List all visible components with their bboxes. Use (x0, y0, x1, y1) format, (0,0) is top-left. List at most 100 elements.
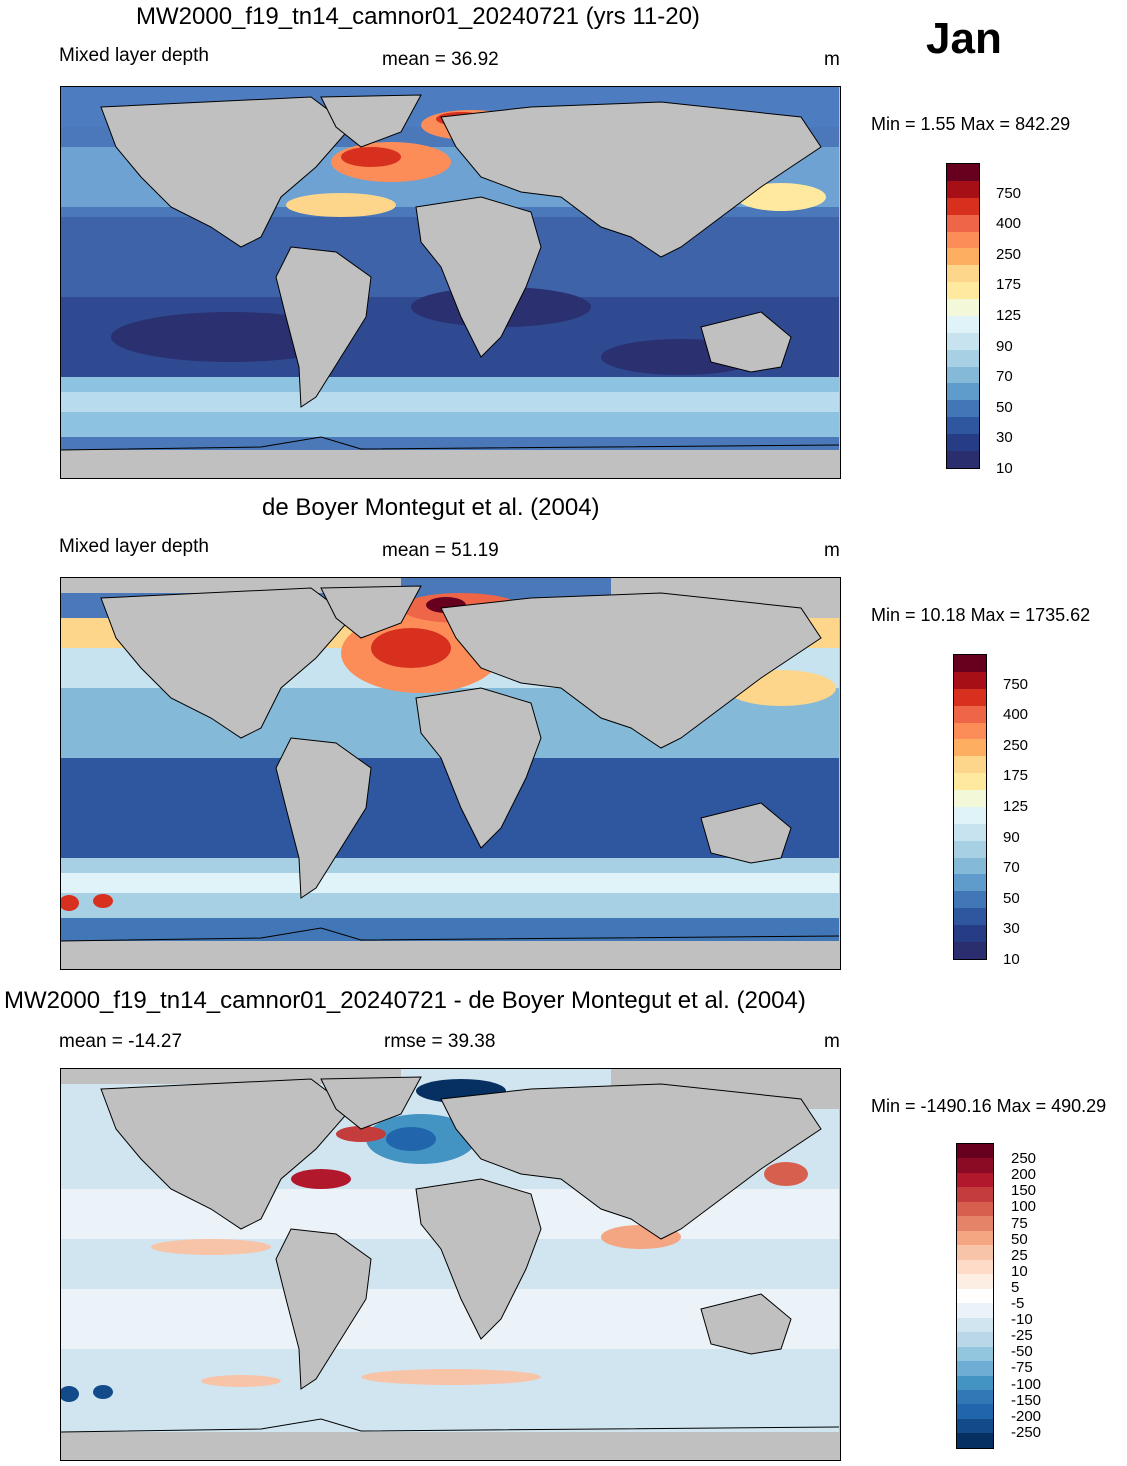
colorbar-swatch (954, 823, 986, 841)
colorbar-diff-swatches (957, 1144, 993, 1448)
colorbar-tick-label: 400 (1003, 706, 1029, 724)
colorbar-diff (956, 1143, 994, 1449)
colorbar-swatch (947, 400, 979, 418)
panel-minmax-obs: Min = 10.18 Max = 1735.62 (871, 605, 1091, 625)
colorbar-tick-label: 90 (996, 337, 1013, 355)
colorbar-tick-label: -200 (1011, 1407, 1042, 1425)
colorbar-swatch (954, 908, 986, 925)
colorbar-tick-label: 10 (1003, 951, 1020, 968)
colorbar-swatch (954, 722, 986, 740)
colorbar-swatch (957, 1375, 993, 1390)
panel-left-label-obs: Mixed layer depth (59, 536, 209, 557)
colorbar-obs-swatches (954, 655, 986, 959)
colorbar-swatch (947, 332, 979, 350)
colorbar-swatch (957, 1216, 993, 1231)
colorbar-swatch (947, 417, 979, 434)
panel-minmax-diff: Min = -1490.16 Max = 490.29 (871, 1096, 1107, 1116)
colorbar-tick-label: 25 (1011, 1246, 1028, 1264)
colorbar-swatch (954, 688, 986, 706)
panel-rmse-diff: rmse = 39.38 (384, 1031, 496, 1052)
panel-left-label-model: Mixed layer depth (59, 45, 209, 66)
colorbar-model-swatches (947, 164, 979, 468)
colorbar-swatch (954, 773, 986, 790)
colorbar-swatch (957, 1433, 993, 1448)
colorbar-swatch (947, 383, 979, 401)
colorbar-swatch (957, 1144, 993, 1159)
panel-units-diff: m (824, 1031, 840, 1052)
colorbar-swatch (957, 1259, 993, 1275)
colorbar-swatch (957, 1317, 993, 1333)
colorbar-swatch (957, 1361, 993, 1376)
colorbar-swatch (947, 434, 979, 451)
map-diff (60, 1068, 841, 1461)
colorbar-swatch (947, 366, 979, 384)
colorbar-tick-label: 10 (996, 460, 1013, 477)
colorbar-tick-label: 30 (1003, 920, 1020, 938)
colorbar-swatch (954, 857, 986, 875)
colorbar-swatch (957, 1187, 993, 1202)
colorbar-swatch (957, 1389, 993, 1405)
colorbar-tick-label: -10 (1011, 1311, 1033, 1329)
colorbar-swatch (957, 1274, 993, 1289)
colorbar-tick-label: 125 (1003, 798, 1029, 815)
colorbar-swatch (954, 840, 986, 858)
colorbar-swatch (954, 891, 986, 909)
colorbar-tick-label: 400 (996, 215, 1022, 233)
colorbar-swatch (947, 197, 979, 215)
colorbar-swatch (954, 806, 986, 824)
colorbar-swatch (947, 231, 979, 249)
colorbar-tick-label: 750 (1003, 675, 1029, 693)
colorbar-tick-label: 30 (996, 429, 1013, 447)
colorbar-tick-label: 10 (1011, 1262, 1028, 1280)
colorbar-swatch (947, 299, 979, 316)
colorbar-tick-label: 75 (1011, 1214, 1028, 1232)
colorbar-swatch (957, 1230, 993, 1246)
colorbar-swatch (957, 1303, 993, 1318)
colorbar-swatch (957, 1332, 993, 1347)
colorbar-swatch (947, 450, 979, 468)
panel-mean-obs: mean = 51.19 (382, 540, 499, 561)
colorbar-swatch (957, 1346, 993, 1362)
colorbar-tick-label: 70 (1003, 859, 1020, 877)
colorbar-swatch (954, 705, 986, 723)
colorbar-tick-label: 50 (996, 398, 1013, 416)
colorbar-tick-label: 175 (996, 276, 1022, 294)
map-model-svg (61, 87, 839, 477)
colorbar-model (946, 163, 980, 469)
colorbar-swatch (954, 756, 986, 774)
colorbar-tick-label: 175 (1003, 767, 1029, 785)
colorbar-tick-label: 90 (1003, 828, 1020, 846)
map-obs-svg (61, 578, 839, 968)
colorbar-swatch (957, 1288, 993, 1304)
panel-units-model: m (824, 49, 840, 70)
panel-title-obs: de Boyer Montegut et al. (2004) (262, 494, 600, 521)
colorbar-tick-label: 100 (1011, 1198, 1037, 1216)
colorbar-obs (953, 654, 987, 960)
colorbar-swatch (957, 1404, 993, 1419)
colorbar-swatch (947, 282, 979, 299)
month-label: Jan (926, 14, 1002, 63)
colorbar-tick-label: 125 (996, 307, 1022, 324)
colorbar-tick-label: 250 (1011, 1150, 1037, 1168)
colorbar-tick-label: 5 (1011, 1278, 1020, 1296)
map-diff-svg (61, 1069, 839, 1459)
colorbar-tick-label: 750 (996, 184, 1022, 202)
colorbar-tick-label: 70 (996, 368, 1013, 386)
colorbar-swatch (947, 315, 979, 333)
colorbar-swatch (954, 739, 986, 757)
colorbar-swatch (954, 874, 986, 892)
colorbar-tick-label: -75 (1011, 1359, 1033, 1377)
map-obs (60, 577, 841, 970)
colorbar-swatch (947, 164, 979, 181)
panel-title-diff: MW2000_f19_tn14_camnor01_20240721 - de B… (4, 987, 806, 1014)
colorbar-swatch (954, 671, 986, 689)
colorbar-tick-label: -100 (1011, 1375, 1042, 1393)
colorbar-swatch (947, 265, 979, 283)
colorbar-swatch (947, 248, 979, 266)
colorbar-swatch (957, 1172, 993, 1188)
panel-units-obs: m (824, 540, 840, 561)
map-model (60, 86, 841, 479)
colorbar-swatch (954, 941, 986, 959)
colorbar-tick-label: 50 (1011, 1230, 1028, 1248)
colorbar-tick-label: 200 (1011, 1166, 1037, 1184)
